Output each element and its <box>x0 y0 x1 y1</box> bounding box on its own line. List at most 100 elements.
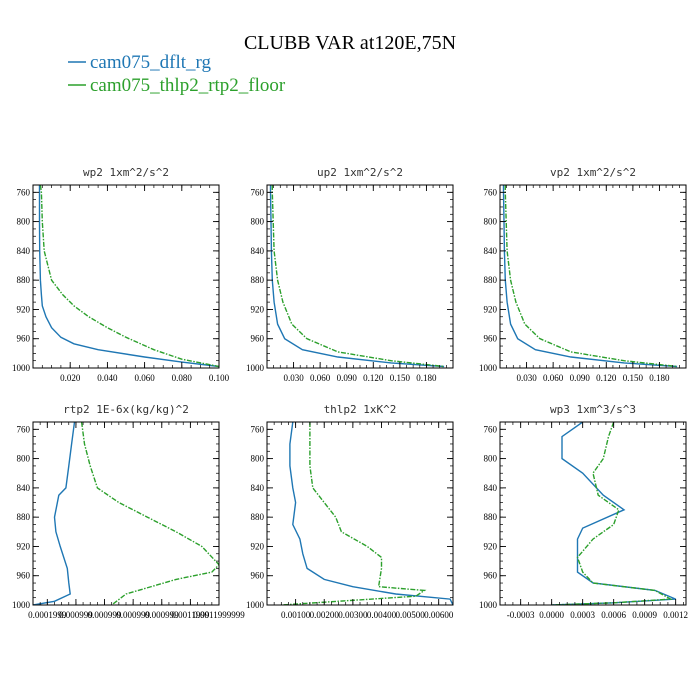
panel-title: thlp2 1xK^2 <box>324 403 397 416</box>
x-tick-label: 0.00600 <box>424 610 454 620</box>
x-tick-label: 0.0009 <box>632 610 657 620</box>
y-tick-label: 920 <box>484 541 498 551</box>
x-tick-label: 0.0011999 <box>171 610 209 620</box>
y-tick-label: 960 <box>484 571 498 581</box>
y-tick-label: 840 <box>17 246 31 256</box>
y-tick-label: 960 <box>251 571 265 581</box>
x-tick-label: -0.0003 <box>507 610 535 620</box>
y-tick-label: 1000 <box>12 600 31 610</box>
x-tick-label: 0.180 <box>649 373 670 383</box>
series-group <box>502 185 678 368</box>
legend-label-dflt: cam075_dflt_rg <box>90 52 212 73</box>
series-line-dflt <box>289 422 453 605</box>
y-tick-label: 880 <box>251 512 265 522</box>
figure-title: CLUBB VAR at120E,75N <box>244 32 456 54</box>
series-line-floor <box>281 422 427 605</box>
x-tick-label: 0.150 <box>623 373 644 383</box>
y-tick-label: 960 <box>17 571 31 581</box>
x-tick-label: 0.090 <box>570 373 591 383</box>
panel-title: wp2 1xm^2/s^2 <box>83 166 169 179</box>
panel-0: wp2 1xm^2/s^2 760 800 840 880 920 960 1000 0.020… <box>12 166 230 383</box>
series-line-floor <box>80 422 219 605</box>
panel-3: rtp2 1E-6x(kg/kg)^2 760 800 840 880 920 960 100… <box>12 403 245 620</box>
x-tick-label: 0.180 <box>416 373 437 383</box>
series-line-dflt <box>269 185 445 368</box>
x-tick-label: 0.040 <box>97 373 118 383</box>
x-tick-label: 0.080 <box>172 373 193 383</box>
x-tick-label: 0.00500 <box>395 610 425 620</box>
panel-4: thlp2 1xK^2 760 800 840 880 920 960 1000 0.00100… <box>246 403 454 620</box>
y-tick-label: 880 <box>17 512 31 522</box>
x-tick-label: 0.00300 <box>338 610 368 620</box>
y-tick-label: 760 <box>484 424 498 434</box>
y-tick-label: 920 <box>251 541 265 551</box>
y-tick-label: 800 <box>17 217 31 227</box>
panel-frame <box>266 184 454 369</box>
x-tick-label: 0.030 <box>283 373 304 383</box>
x-tick-label: 0.000999 <box>59 610 93 620</box>
y-tick-label: 880 <box>17 275 31 285</box>
series-line-dflt <box>502 185 678 368</box>
y-tick-label: 920 <box>251 304 265 314</box>
y-tick-label: 1000 <box>12 363 31 373</box>
y-tick-label: 960 <box>484 334 498 344</box>
x-tick-label: 0.0011999999 <box>193 610 245 620</box>
x-tick-label: 0.150 <box>390 373 411 383</box>
y-tick-label: 840 <box>251 483 265 493</box>
x-tick-label: 0.0003 <box>570 610 595 620</box>
x-tick-label: 0.0001999 <box>28 610 67 620</box>
panel-title: rtp2 1E-6x(kg/kg)^2 <box>63 403 189 416</box>
y-tick-label: 840 <box>17 483 31 493</box>
y-tick-label: 920 <box>484 304 498 314</box>
series-line-floor <box>504 185 678 368</box>
series-line-floor <box>39 185 219 368</box>
y-tick-label: 840 <box>484 483 498 493</box>
series-group <box>281 422 453 605</box>
x-tick-label: 0.0006 <box>601 610 626 620</box>
y-tick-label: 960 <box>251 334 265 344</box>
series-line-dflt <box>33 422 76 605</box>
y-tick-label: 760 <box>251 187 265 197</box>
y-tick-label: 1000 <box>246 600 265 610</box>
y-tick-label: 1000 <box>479 363 498 373</box>
y-tick-label: 920 <box>17 304 31 314</box>
x-tick-label: 0.00200 <box>310 610 340 620</box>
panel-title: vp2 1xm^2/s^2 <box>550 166 636 179</box>
y-tick-label: 840 <box>251 246 265 256</box>
x-tick-label: 0.00100 <box>281 610 311 620</box>
y-tick-label: 800 <box>251 217 265 227</box>
x-tick-label: 0.000999 <box>88 610 122 620</box>
panel-1: up2 1xm^2/s^2 760 800 840 880 920 960 1000 0.030… <box>246 166 454 383</box>
series-line-dflt <box>38 185 219 368</box>
y-tick-label: 800 <box>484 217 498 227</box>
y-tick-label: 960 <box>17 334 31 344</box>
y-tick-label: 800 <box>251 454 265 464</box>
legend: cam075_dflt_rg cam075_thlp2_rtp2_floor <box>68 52 286 96</box>
y-tick-label: 760 <box>17 187 31 197</box>
panel-frame <box>499 421 687 606</box>
panel-frame <box>32 421 220 606</box>
x-tick-label: 0.000999 <box>145 610 179 620</box>
series-group <box>551 422 676 605</box>
x-tick-label: 0.0000 <box>539 610 564 620</box>
x-tick-label: 0.060 <box>134 373 155 383</box>
x-tick-label: 0.060 <box>543 373 564 383</box>
series-line-floor <box>271 185 445 368</box>
x-tick-label: 0.00400 <box>367 610 397 620</box>
series-line-floor <box>551 422 673 605</box>
panel-title: wp3 1xm^3/s^3 <box>550 403 636 416</box>
series-group <box>269 185 445 368</box>
y-tick-label: 1000 <box>246 363 265 373</box>
y-tick-label: 880 <box>484 275 498 285</box>
panel-frame <box>499 184 687 369</box>
x-tick-label: 0.020 <box>60 373 81 383</box>
y-tick-label: 760 <box>17 424 31 434</box>
y-tick-label: 840 <box>484 246 498 256</box>
y-tick-label: 800 <box>484 454 498 464</box>
series-group <box>33 422 219 605</box>
x-tick-label: 0.090 <box>337 373 358 383</box>
series-line-dflt <box>551 422 676 605</box>
panel-title: up2 1xm^2/s^2 <box>317 166 403 179</box>
legend-label-floor: cam075_thlp2_rtp2_floor <box>90 75 286 96</box>
